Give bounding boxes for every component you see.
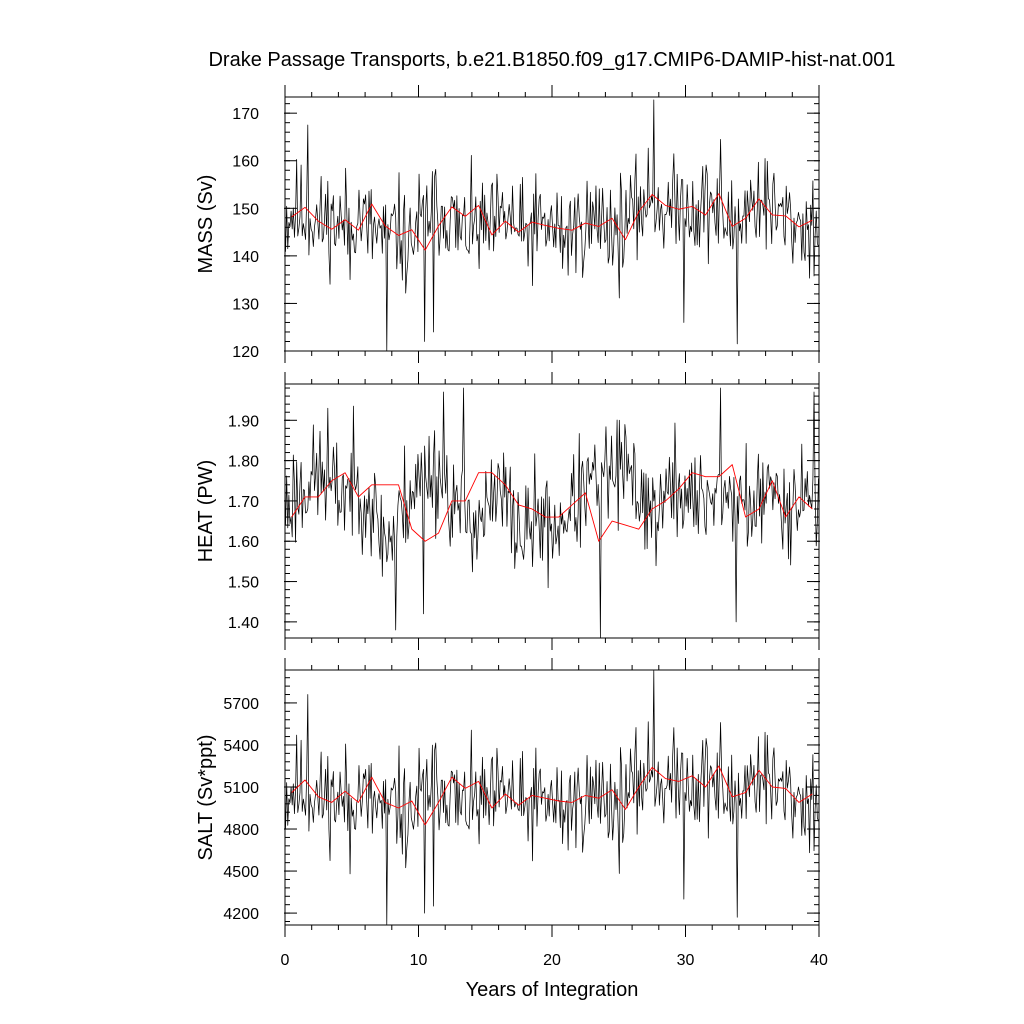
y-tick-label: 140: [232, 249, 259, 266]
x-tick-label: 20: [543, 952, 561, 969]
panel-mass-sv: 120 130 140 150 160 170 MASS (Sv): [195, 85, 820, 363]
series-monthly-line: [285, 387, 819, 638]
y-axis-label: HEAT (PW): [195, 460, 217, 563]
series-annual-line: [291, 765, 813, 826]
panel-salt-sv-ppt: 4200 4500 4800 5100 5400 5700 0 10 20 30 40 SALT (S…: [195, 658, 828, 1001]
y-axis-label: MASS (Sv): [195, 175, 217, 274]
y-tick-label: 120: [232, 344, 259, 361]
y-axis-label: SALT (Sv*ppt): [195, 735, 217, 861]
y-tick-label: 150: [232, 201, 259, 218]
series-monthly-line: [285, 670, 819, 925]
x-tick-label: 0: [281, 952, 290, 969]
y-tick-label: 1.90: [228, 413, 259, 430]
y-tick-label: 4200: [223, 906, 259, 923]
x-axis-label: Years of Integration: [466, 979, 639, 1001]
y-tick-label: 4500: [223, 864, 259, 881]
x-tick-label: 30: [677, 952, 695, 969]
y-tick-label: 5400: [223, 738, 259, 755]
series-annual-line: [291, 464, 813, 542]
chart-title: Drake Passage Transports, b.e21.B1850.f0…: [208, 49, 895, 71]
y-tick-label: 1.60: [228, 534, 259, 551]
x-tick-label: 10: [410, 952, 428, 969]
y-tick-label: 1.80: [228, 454, 259, 471]
y-tick-label: 160: [232, 154, 259, 171]
y-tick-label: 1.70: [228, 494, 259, 511]
series-monthly-line: [285, 99, 819, 351]
y-tick-label: 1.50: [228, 575, 259, 592]
x-tick-label: 40: [810, 952, 828, 969]
panel-heat-pw: 1.40 1.50 1.60 1.70 1.80 1.90 HEAT (PW): [195, 372, 820, 650]
series-annual-line: [291, 193, 813, 251]
y-tick-label: 130: [232, 296, 259, 313]
y-tick-label: 5700: [223, 696, 259, 713]
y-tick-label: 4800: [223, 822, 259, 839]
y-tick-label: 170: [232, 106, 259, 123]
y-tick-label: 5100: [223, 780, 259, 797]
y-tick-label: 1.40: [228, 615, 259, 632]
